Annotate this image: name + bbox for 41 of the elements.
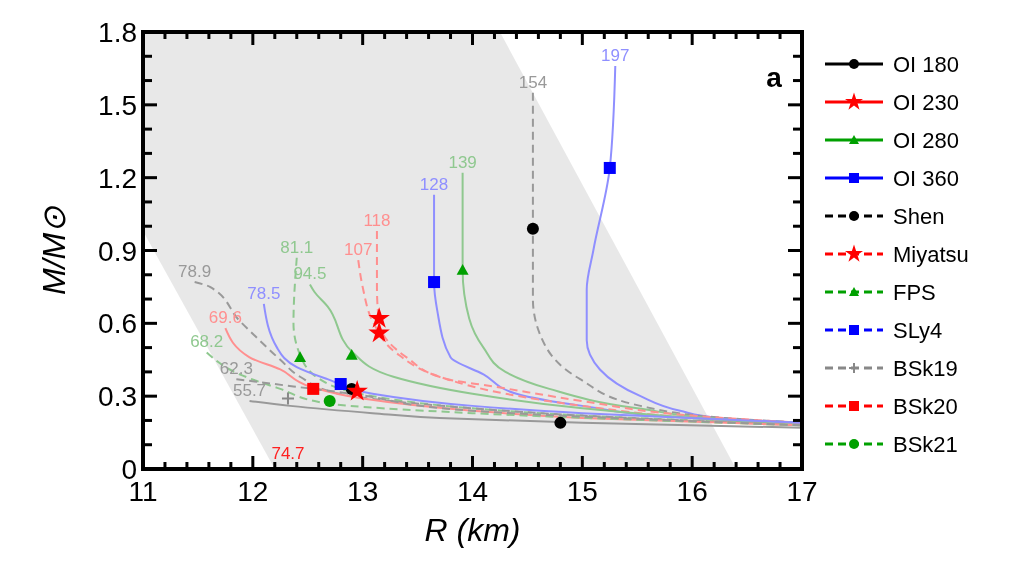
series-label: 118 [363, 211, 391, 231]
legend-label: Miyatsu [893, 242, 969, 267]
legend-label: OI 360 [893, 166, 960, 191]
legend-label: SLy4 [893, 318, 943, 343]
series-label: 78.9 [178, 262, 212, 282]
y-tick-label: 1.5 [98, 89, 137, 121]
y-axis-title: M/M⊙ [36, 205, 72, 296]
series-label: 55.7 [232, 381, 267, 401]
y-tick-label: 1.8 [98, 17, 137, 48]
annotation: 74.7 [271, 444, 305, 463]
series-label: 68.2 [190, 332, 224, 352]
legend-label: OI 280 [893, 128, 960, 153]
x-tick-label: 12 [237, 476, 269, 507]
series-label: 81.1 [280, 237, 314, 257]
legend-label: OI 230 [893, 90, 960, 115]
series-label: 139 [448, 152, 477, 172]
x-axis-title: R (km) [424, 512, 521, 548]
legend-label: BSk20 [893, 394, 958, 419]
legend-label: Shen [893, 204, 945, 229]
legend-label: OI 180 [893, 52, 960, 77]
legend-label: FPS [893, 280, 936, 305]
legend-label: BSk19 [893, 356, 958, 381]
y-tick-label: 0.3 [98, 381, 137, 413]
x-tick-label: 17 [786, 476, 818, 507]
x-tick-label: 14 [456, 476, 489, 507]
series-label: 154 [518, 72, 548, 92]
series-label: 69.6 [208, 308, 242, 328]
y-tick-label: 0.6 [98, 308, 137, 340]
legend-label: BSk21 [893, 432, 958, 457]
series-label: 62.3 [219, 359, 253, 379]
series-label: 128 [419, 174, 449, 194]
y-tick-label: 0.9 [98, 235, 137, 267]
series-label: 107 [344, 240, 373, 260]
series-label: 78.5 [247, 283, 281, 303]
x-tick-label: 16 [676, 476, 708, 507]
x-tick-label: 15 [566, 476, 598, 507]
x-tick-label: 13 [347, 476, 379, 507]
annotation: a [766, 62, 783, 93]
series-label: 94.5 [293, 264, 327, 284]
y-tick-label: 1.2 [98, 162, 137, 194]
series-label: 197 [601, 45, 630, 65]
